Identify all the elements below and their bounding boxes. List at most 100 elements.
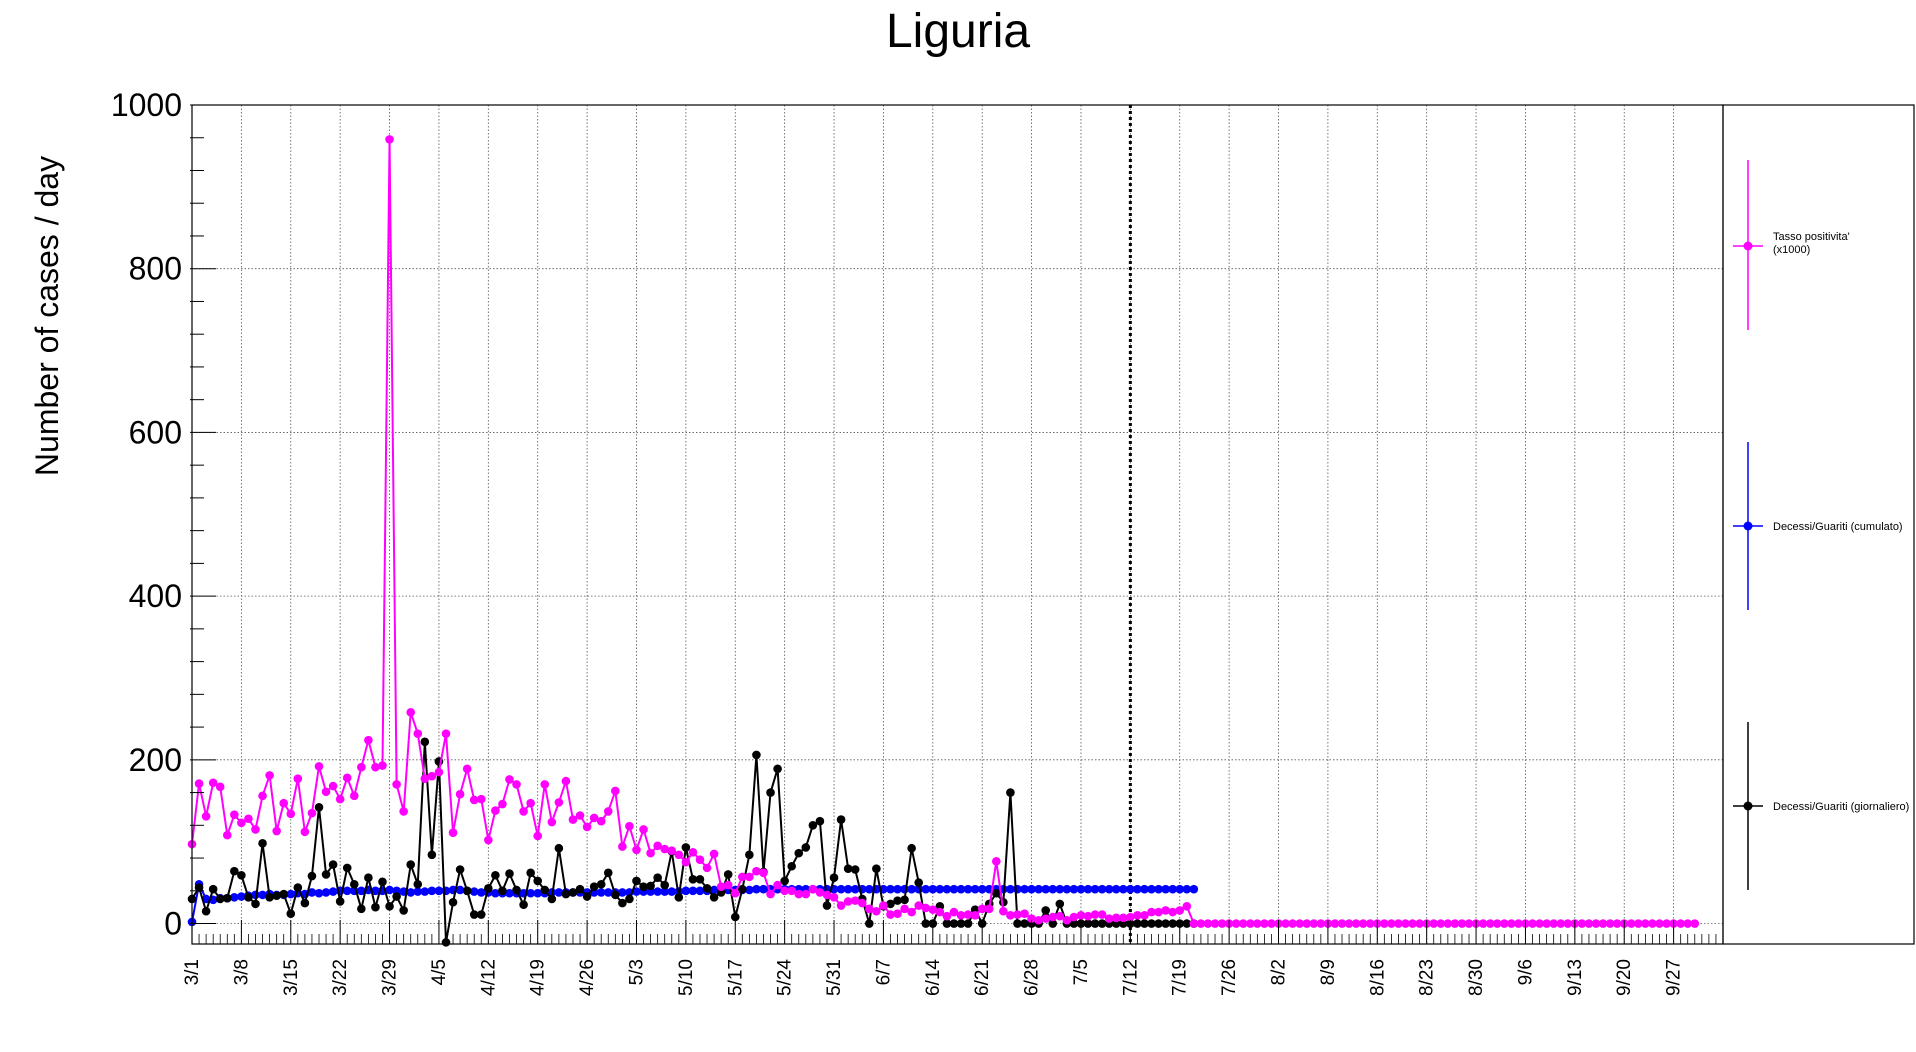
x-tick-label: 6/21 — [972, 959, 993, 996]
legend-entry-0: Tasso positivita' (x1000) — [1733, 160, 1850, 330]
data-point — [1245, 919, 1255, 928]
data-point — [1034, 915, 1043, 925]
x-tick-label: 8/16 — [1367, 959, 1388, 996]
data-point — [357, 904, 366, 914]
data-point — [413, 879, 423, 889]
data-point — [406, 860, 416, 869]
data-point — [1083, 884, 1093, 894]
data-point — [850, 865, 860, 874]
data-point — [589, 882, 599, 891]
series-2 — [187, 737, 1199, 947]
data-point — [222, 893, 232, 903]
data-point — [632, 845, 641, 855]
data-point — [484, 884, 493, 893]
data-point — [462, 886, 472, 896]
data-point — [745, 872, 754, 882]
data-point — [1041, 884, 1050, 894]
data-point — [420, 774, 430, 783]
data-point — [1140, 919, 1149, 928]
data-point — [364, 873, 373, 882]
data-point — [949, 907, 959, 917]
data-point — [1147, 907, 1156, 917]
data-point — [843, 864, 853, 873]
data-point — [745, 885, 754, 895]
data-point — [434, 886, 444, 896]
data-point — [1542, 919, 1551, 928]
data-point — [258, 839, 267, 848]
data-point — [1203, 919, 1213, 928]
data-point — [378, 761, 387, 770]
data-point — [752, 750, 761, 760]
data-point — [829, 873, 839, 882]
legend-marker — [1743, 241, 1753, 251]
chart-title: Liguria — [886, 5, 1030, 58]
data-point — [1260, 919, 1269, 928]
data-point — [1288, 919, 1297, 928]
data-point — [378, 877, 387, 887]
data-point — [667, 846, 677, 855]
data-point — [244, 814, 253, 824]
data-point — [533, 888, 543, 898]
data-point — [1013, 910, 1022, 919]
data-point — [505, 869, 514, 878]
data-point — [321, 870, 331, 879]
data-point — [1154, 884, 1163, 894]
data-point — [1133, 911, 1142, 920]
data-point — [872, 864, 881, 873]
data-point — [1168, 919, 1177, 928]
data-point — [1147, 919, 1156, 928]
data-point — [688, 875, 698, 884]
data-point — [1316, 919, 1326, 928]
data-point — [237, 892, 246, 901]
data-point — [1648, 919, 1657, 928]
data-point — [1337, 919, 1347, 928]
x-tick-label: 6/7 — [873, 959, 894, 985]
data-point — [625, 894, 634, 904]
data-point — [1196, 919, 1206, 928]
data-point — [1055, 884, 1065, 894]
data-point — [194, 779, 204, 788]
data-point — [879, 901, 888, 910]
data-point — [420, 887, 430, 896]
data-point — [942, 911, 952, 921]
data-point — [992, 857, 1001, 866]
data-point — [526, 888, 535, 898]
data-point — [1210, 919, 1220, 928]
data-point — [448, 897, 458, 907]
data-point — [1591, 919, 1601, 928]
data-point — [385, 135, 394, 144]
data-point — [843, 884, 853, 894]
data-point — [1507, 919, 1516, 928]
x-tick-label: 3/1 — [182, 959, 203, 985]
data-point — [801, 843, 811, 852]
data-point — [1358, 919, 1368, 928]
data-point — [674, 893, 684, 902]
x-tick-label: 4/5 — [429, 959, 450, 985]
data-point — [738, 872, 747, 882]
data-point — [568, 888, 578, 897]
data-point — [709, 893, 719, 902]
data-point — [1365, 919, 1375, 928]
data-point — [208, 884, 218, 894]
data-point — [1154, 919, 1163, 928]
data-point — [286, 889, 296, 899]
data-point — [716, 882, 726, 891]
data-point — [251, 899, 260, 909]
data-point — [335, 794, 345, 804]
data-point — [342, 863, 352, 873]
data-point — [420, 737, 430, 747]
data-point — [730, 912, 740, 922]
data-point — [554, 798, 564, 807]
data-point — [857, 898, 867, 908]
data-point — [1330, 919, 1340, 928]
x-tick-label: 8/9 — [1318, 959, 1339, 985]
data-point — [836, 884, 846, 894]
data-point — [745, 850, 754, 860]
data-point — [328, 887, 338, 896]
data-point — [561, 776, 571, 786]
x-tick-label: 8/23 — [1417, 959, 1438, 996]
data-point — [349, 791, 359, 801]
x-tick-label: 5/17 — [725, 959, 746, 996]
data-point — [547, 894, 557, 904]
data-point — [970, 911, 980, 920]
